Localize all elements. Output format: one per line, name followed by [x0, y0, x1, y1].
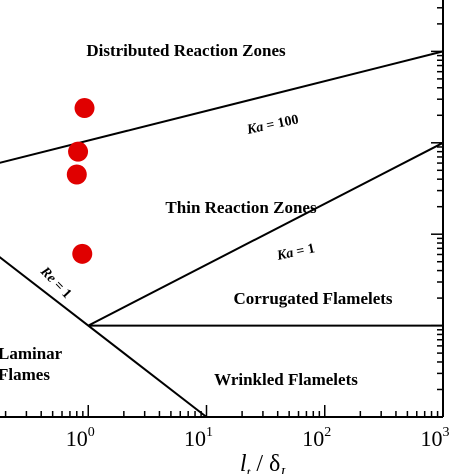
- re1-label: Re = 1: [36, 264, 74, 302]
- boundary-line-1: [87, 141, 444, 327]
- data-point-3: [72, 243, 93, 264]
- plot-frame-group: [0, 0, 444, 418]
- region-label-thin: Thin Reaction Zones: [165, 198, 317, 217]
- data-point-2: [66, 164, 87, 185]
- x-tick-label: 103: [421, 425, 450, 451]
- x-tick-label: 101: [184, 425, 213, 451]
- axis-ticks: 100 101 102 103: [4, 7, 450, 451]
- region-label-laminar: Laminar: [0, 344, 63, 363]
- boundary-line-0: [0, 50, 444, 164]
- region-labels: Distributed Reaction Zones Thin Reaction…: [0, 41, 393, 389]
- region-label-wrinkled: Wrinkled Flamelets: [214, 370, 358, 389]
- x-tick-label: 102: [302, 425, 331, 451]
- data-points: [66, 98, 95, 264]
- ka1-label: Ka = 1: [275, 241, 317, 264]
- region-label-laminar-flames: Flames: [0, 365, 50, 384]
- x-axis-label: lt / δL: [240, 451, 289, 474]
- region-label-corrugated: Corrugated Flamelets: [233, 289, 392, 308]
- ka100-label: Ka = 100: [245, 112, 300, 138]
- boundary-lines: [0, 50, 444, 418]
- data-point-1: [68, 141, 89, 162]
- data-point-0: [74, 98, 95, 119]
- x-tick-label: 100: [66, 425, 95, 451]
- line-labels: Ka = 100 Ka = 1 Re = 1: [36, 112, 316, 301]
- region-label-distributed: Distributed Reaction Zones: [86, 41, 286, 60]
